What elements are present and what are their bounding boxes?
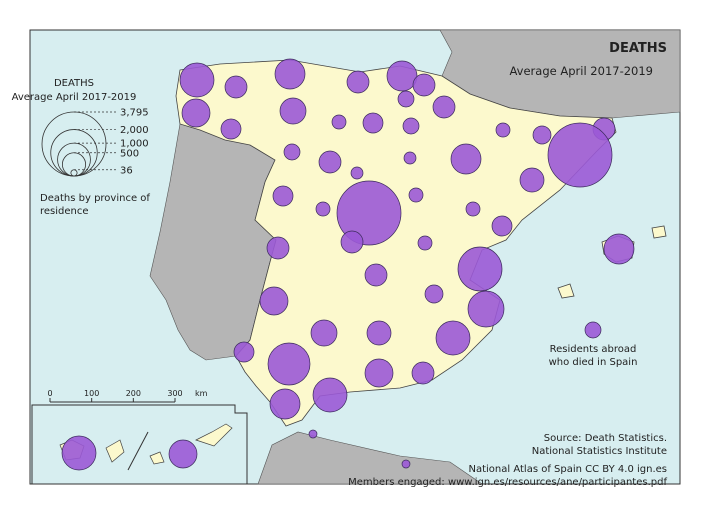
footer: Members engaged: www.ign.es/resources/an… [348,477,667,488]
death-circle [547,122,613,188]
death-circle [603,233,635,265]
death-circle [465,201,481,217]
africa [257,431,483,485]
death-circle [467,290,505,328]
death-circle [424,284,444,304]
death-circle [435,320,471,356]
death-circle [350,166,364,180]
death-circle [267,342,311,386]
inset-divider [127,431,149,471]
death-circle [168,439,198,469]
legend-note: Deaths by province of [40,193,150,204]
map-title: DEATHS [609,41,667,56]
death-circle [432,95,456,119]
death-circle [259,286,289,316]
scale-label: 0 [47,389,52,398]
death-circle [491,215,513,237]
island [651,225,667,239]
scale-label: 200 [126,389,141,398]
death-circle [220,118,242,140]
island [557,283,575,299]
death-circle [362,112,384,134]
death-circle [397,90,415,108]
death-circle [364,263,388,287]
death-circle [408,187,424,203]
source: National Statistics Institute [532,446,667,457]
death-circle [318,150,342,174]
death-circle [411,361,435,385]
source: Source: Death Statistics. [544,433,667,444]
death-circle [224,75,248,99]
death-circle [312,377,348,413]
death-circle [179,62,215,98]
death-circle [61,435,97,471]
death-circle [457,246,503,292]
island [149,451,165,465]
death-circle [310,319,338,347]
legend-title: DEATHS [54,78,94,89]
death-circle [366,320,392,346]
death-circle [336,180,402,246]
footer: National Atlas of Spain CC BY 4.0 ign.es [469,464,668,475]
death-circle [269,388,301,420]
death-circle [584,321,602,339]
death-circle [401,459,411,469]
death-circle [308,429,318,439]
death-circle [181,98,211,128]
legend-label: 2,000 [120,125,149,136]
scale-label: 100 [84,389,99,398]
scale-unit: km [195,389,208,398]
abroad-label: Residents abroad [550,344,637,355]
map-subtitle: Average April 2017-2019 [509,64,653,78]
abroad-label: who died in Spain [549,357,638,368]
death-circle [364,358,394,388]
death-circle [346,70,370,94]
death-circle [315,201,331,217]
death-circle [233,341,255,363]
death-circle [279,97,307,125]
death-circle [274,58,306,90]
death-circle [403,151,417,165]
death-circle [519,167,545,193]
death-circle [495,122,511,138]
island [105,439,125,463]
death-circle [266,236,290,260]
death-circle [417,235,433,251]
legend-label: 500 [120,148,139,159]
legend-note: residence [40,206,89,217]
death-circle [412,73,436,97]
death-circle [283,143,301,161]
death-circle [340,230,364,254]
death-circle [450,143,482,175]
scale-label: 300 [167,389,182,398]
death-circle [331,114,347,130]
death-circle [532,125,552,145]
island [195,423,233,447]
death-circle [386,60,418,92]
death-circle [402,117,420,135]
legend-label: 3,795 [120,108,149,119]
legend-label: 36 [120,165,133,176]
legend-label: 1,000 [120,139,149,150]
legend-subtitle: Average April 2017-2019 [12,92,137,103]
death-circle [272,185,294,207]
